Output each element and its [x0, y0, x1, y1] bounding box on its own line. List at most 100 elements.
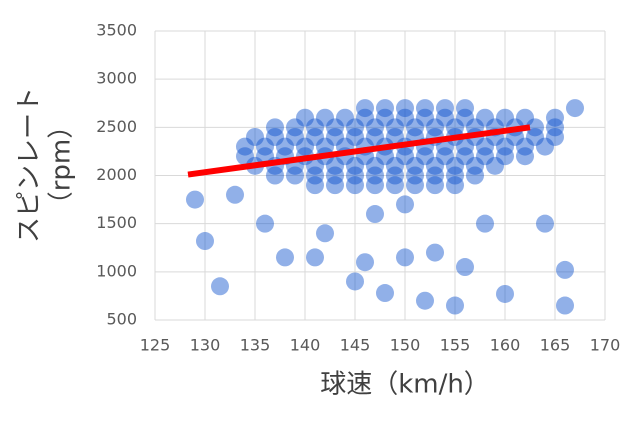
- y-axis-label: スピンレート: [15, 87, 45, 243]
- point: [356, 253, 374, 272]
- y-tick-label: 1000: [96, 261, 137, 280]
- point: [306, 118, 324, 137]
- point: [256, 214, 274, 233]
- point: [456, 258, 474, 277]
- point: [406, 118, 424, 137]
- point: [546, 108, 564, 127]
- point: [346, 176, 364, 195]
- point: [266, 127, 284, 146]
- point: [296, 137, 314, 156]
- point: [396, 195, 414, 214]
- point: [246, 127, 264, 146]
- point: [496, 137, 514, 156]
- point: [326, 118, 344, 137]
- point: [286, 127, 304, 146]
- point: [386, 118, 404, 137]
- point: [556, 260, 574, 279]
- point: [266, 118, 284, 137]
- point: [316, 137, 334, 156]
- y-tick-label: 3500: [96, 21, 137, 40]
- x-tick-label: 165: [540, 336, 571, 355]
- point: [236, 147, 254, 166]
- point: [426, 118, 444, 137]
- point: [286, 118, 304, 137]
- point: [326, 176, 344, 195]
- point: [326, 166, 344, 185]
- point: [496, 147, 514, 166]
- point: [416, 291, 434, 310]
- point: [436, 99, 454, 118]
- x-axis-label: 球速（km/h）: [320, 370, 490, 400]
- point: [486, 156, 504, 175]
- point: [346, 156, 364, 175]
- point: [386, 166, 404, 185]
- point: [516, 137, 534, 156]
- point: [286, 166, 304, 185]
- point: [386, 176, 404, 195]
- point: [426, 176, 444, 195]
- x-tick-label: 155: [440, 336, 471, 355]
- point: [526, 118, 544, 137]
- point: [356, 108, 374, 127]
- point: [366, 156, 384, 175]
- point: [366, 127, 384, 146]
- x-tick-label: 140: [290, 336, 321, 355]
- point: [306, 248, 324, 267]
- y-tick-label: 1500: [96, 213, 137, 232]
- x-tick-label: 170: [590, 336, 621, 355]
- point: [466, 156, 484, 175]
- y-tick-label: 500: [106, 310, 137, 329]
- x-tick-label: 125: [140, 336, 171, 355]
- point: [396, 147, 414, 166]
- point: [376, 99, 394, 118]
- point: [476, 108, 494, 127]
- point: [396, 248, 414, 267]
- y-tick-label: 2000: [96, 165, 137, 184]
- point: [366, 176, 384, 195]
- point: [456, 147, 474, 166]
- point: [516, 108, 534, 127]
- point: [396, 99, 414, 118]
- y-tick-label: 2500: [96, 117, 137, 136]
- point: [406, 176, 424, 195]
- point: [376, 147, 394, 166]
- point: [476, 137, 494, 156]
- point: [476, 147, 494, 166]
- point: [436, 147, 454, 166]
- point: [386, 156, 404, 175]
- point: [306, 127, 324, 146]
- point: [306, 176, 324, 195]
- point: [276, 248, 294, 267]
- point: [416, 108, 434, 127]
- point: [366, 118, 384, 137]
- point: [326, 127, 344, 146]
- point: [516, 147, 534, 166]
- point: [211, 277, 229, 296]
- point: [306, 166, 324, 185]
- point: [526, 127, 544, 146]
- point: [456, 137, 474, 156]
- point: [426, 243, 444, 262]
- point: [476, 214, 494, 233]
- point: [266, 166, 284, 185]
- point: [456, 108, 474, 127]
- trendline: [187, 124, 531, 178]
- point: [496, 284, 514, 303]
- point: [496, 108, 514, 127]
- point: [276, 137, 294, 156]
- point: [556, 296, 574, 315]
- point: [236, 137, 254, 156]
- point: [426, 156, 444, 175]
- point: [436, 108, 454, 127]
- point: [446, 166, 464, 185]
- point: [446, 176, 464, 195]
- point: [346, 118, 364, 137]
- point: [456, 99, 474, 118]
- point: [346, 166, 364, 185]
- point: [416, 99, 434, 118]
- point: [226, 185, 244, 204]
- point: [306, 156, 324, 175]
- x-tick-label: 150: [390, 336, 421, 355]
- point: [446, 156, 464, 175]
